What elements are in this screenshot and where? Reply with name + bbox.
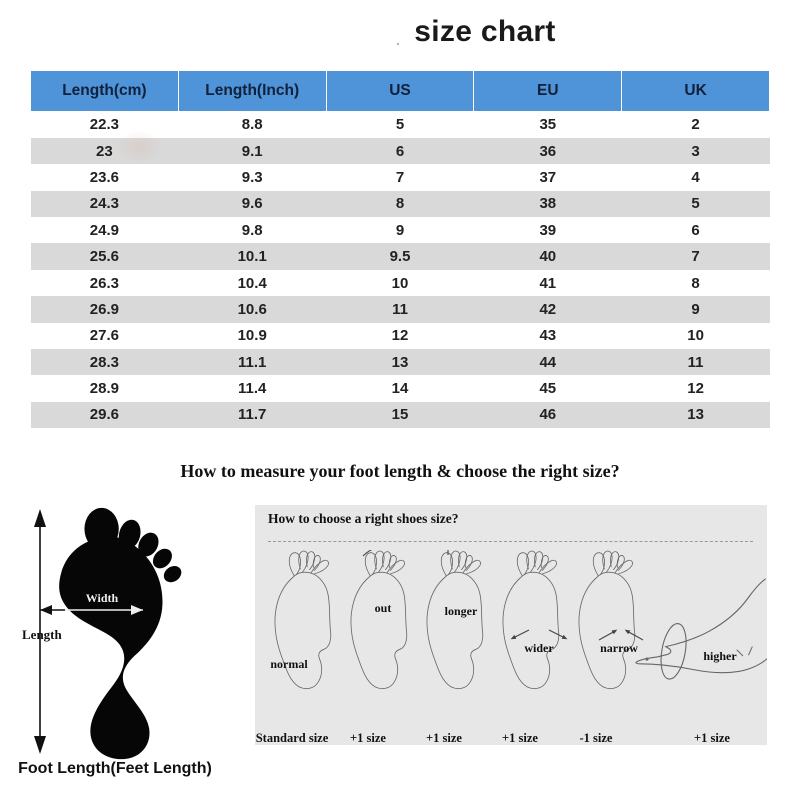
svg-text:narrow: narrow [600, 641, 638, 655]
svg-text:+1 size: +1 size [502, 731, 538, 745]
svg-text:+1 size: +1 size [350, 731, 386, 745]
svg-text:+1 size: +1 size [426, 731, 462, 745]
svg-text:Width: Width [86, 591, 119, 605]
svg-text:out: out [375, 601, 392, 615]
svg-text:+1 size: +1 size [694, 731, 730, 745]
svg-text:longer: longer [445, 604, 478, 618]
svg-text:wider: wider [524, 641, 554, 655]
svg-text:-1 size: -1 size [580, 731, 613, 745]
svg-text:higher: higher [703, 649, 737, 663]
svg-text:normal: normal [270, 657, 308, 671]
svg-text:Standard size: Standard size [256, 731, 329, 745]
